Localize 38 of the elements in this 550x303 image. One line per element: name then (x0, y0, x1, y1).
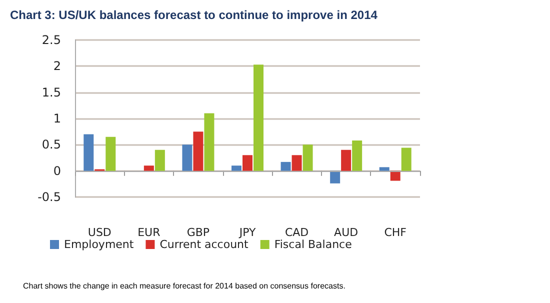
y-tick-label: 1 (53, 112, 61, 126)
legend-label: Fiscal Balance (274, 238, 352, 251)
bar (280, 162, 291, 171)
bar (242, 155, 252, 171)
bar (401, 148, 412, 171)
bar (390, 170, 400, 181)
text: Chart shows the change in each measure forecast for 2014 based on consensus forecasts. (23, 282, 346, 290)
bar (341, 150, 352, 171)
bar (330, 170, 340, 184)
y-tick-label: 2 (53, 59, 61, 74)
bar (379, 167, 390, 171)
x-tick-label: USD (88, 226, 112, 239)
x-tick-label: EUR (138, 226, 161, 239)
y-tick-label: 0 (53, 164, 61, 178)
bar (292, 155, 302, 171)
bar (204, 113, 214, 171)
bar (193, 132, 204, 171)
bar (302, 144, 313, 171)
x-tick-label: GBP (186, 226, 210, 239)
bar (84, 134, 94, 171)
bar (254, 64, 264, 171)
y-tick-label: -0.5 (38, 190, 61, 204)
x-tick-label: JPY (238, 226, 256, 239)
legend-label: Employment (64, 238, 134, 251)
x-tick-label: CAD (284, 226, 309, 239)
bar (352, 140, 362, 171)
y-tick-label: 1.5 (42, 85, 61, 100)
x-tick-label: CHF (384, 226, 406, 239)
legend-label: Current account (160, 238, 250, 251)
y-tick-label: 2.5 (42, 33, 61, 47)
bar (154, 150, 165, 171)
x-tick-label: AUD (334, 226, 358, 239)
bar (106, 136, 116, 171)
bar (182, 144, 192, 171)
y-tick-label: 0.5 (42, 138, 61, 152)
chart-title: Chart 3: US/UK balances forecast to continue to improve in 2014 (10, 8, 378, 22)
bar (232, 166, 242, 171)
bar (144, 166, 154, 171)
